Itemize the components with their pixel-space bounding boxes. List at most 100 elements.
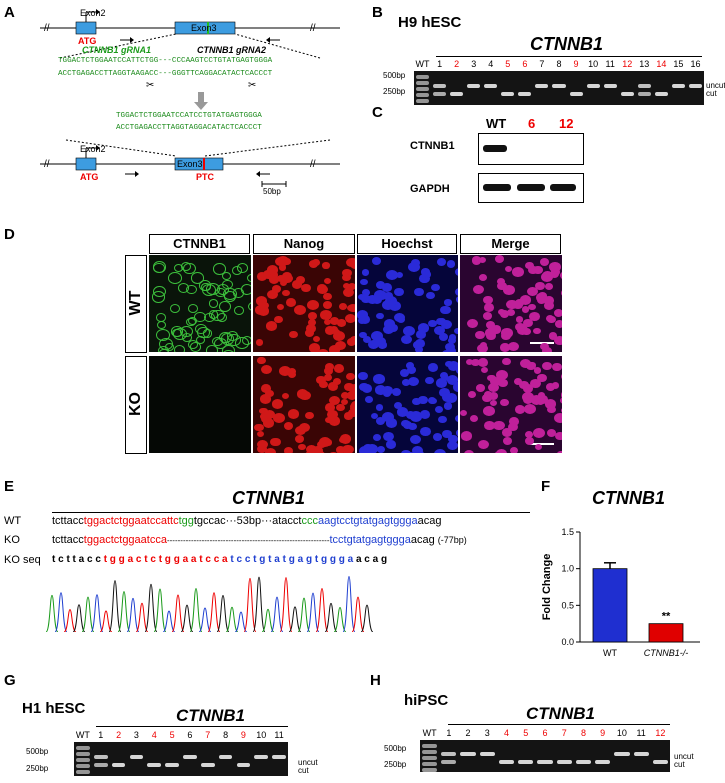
- panel_h-lane-WT: WT: [422, 728, 437, 738]
- cell-nucleus: [441, 350, 451, 352]
- panel_h-band: [422, 768, 438, 772]
- panel_b-band: [637, 92, 651, 97]
- svg-text://: //: [44, 159, 50, 170]
- chromatogram-peak: [261, 608, 275, 632]
- panel_g-band: [93, 754, 108, 759]
- panel_h-band: [575, 759, 592, 764]
- panel_g-band: [183, 754, 197, 759]
- panel-b-lane-labels: WT 1 2 3 4 5 6 7 8 9 10 11 12 13 14 15 16: [414, 59, 704, 71]
- panel_g-band: [254, 754, 269, 759]
- cell-nucleus: [208, 310, 219, 319]
- cell-nucleus: [534, 444, 542, 451]
- cell-nucleus: [406, 362, 414, 369]
- cell-nucleus: [512, 267, 524, 278]
- cell-nucleus: [469, 415, 478, 423]
- panel_b-lane-1: 1: [437, 59, 443, 69]
- chromatogram-peak: [171, 594, 185, 632]
- cell-nucleus: [283, 422, 294, 431]
- cell-nucleus: [308, 260, 318, 268]
- cell-nucleus: [274, 315, 284, 324]
- image-ko-ctnnb1: [149, 356, 251, 453]
- cell-nucleus: [546, 382, 556, 391]
- cell-nucleus: [344, 383, 354, 392]
- cell-nucleus: [443, 402, 453, 410]
- cell-nucleus: [265, 448, 277, 453]
- panel_h-band: [614, 752, 630, 757]
- col-header-merge: Merge: [460, 234, 561, 254]
- cell-nucleus: [488, 391, 499, 400]
- cell-nucleus: [296, 389, 308, 399]
- cell-nucleus: [412, 341, 422, 350]
- panel_h-band: [422, 756, 438, 760]
- ko-sequence: tcttacctggactctggaatcca-----------------…: [52, 534, 467, 546]
- panel_h-band: [518, 759, 534, 764]
- panel-g-uncut: uncut: [298, 758, 318, 767]
- scale-bar-label: 50bp: [263, 187, 281, 196]
- chromatogram-peak: [63, 609, 77, 632]
- cell-nucleus: [417, 395, 429, 405]
- cell-nucleus: [504, 265, 512, 272]
- panel-g-title: H1 hESC: [22, 700, 86, 717]
- cell-nucleus: [425, 292, 435, 300]
- cell-nucleus: [454, 415, 458, 423]
- cell-nucleus: [246, 273, 251, 282]
- chromatogram-peak: [54, 592, 68, 632]
- cell-nucleus: [449, 334, 457, 341]
- image-wt-merge: [460, 255, 562, 352]
- cell-nucleus: [260, 365, 272, 375]
- chromatogram-peak: [243, 577, 257, 632]
- panel-h-ladder-500: 500bp: [384, 744, 407, 753]
- cell-nucleus: [483, 295, 494, 305]
- wt-sequence: tcttacctggactctggaatccattctggtgccac···53…: [52, 515, 442, 527]
- cell-nucleus: [291, 280, 303, 290]
- chromatogram-peak: [225, 606, 239, 632]
- cell-nucleus: [327, 382, 338, 391]
- cell-nucleus: [540, 343, 549, 351]
- cell-nucleus: [441, 319, 453, 330]
- cell-nucleus: [307, 311, 318, 320]
- cell-nucleus: [329, 317, 340, 326]
- cell-nucleus: [190, 272, 205, 284]
- cell-nucleus: [359, 331, 367, 338]
- cell-nucleus: [342, 444, 354, 453]
- panel_b-lane-8: 8: [556, 59, 562, 69]
- panel_g-band: [76, 770, 90, 774]
- cell-nucleus: [495, 255, 505, 263]
- chromatogram-peak: [144, 583, 158, 632]
- cell-nucleus: [439, 387, 450, 397]
- cell-nucleus: [152, 262, 165, 273]
- cell-nucleus: [169, 303, 181, 313]
- cell-nucleus: [156, 320, 167, 330]
- cell-nucleus: [357, 310, 369, 320]
- cell-nucleus: [168, 272, 182, 285]
- panel_g-band: [236, 763, 251, 768]
- panel-label-a: A: [4, 4, 15, 21]
- cell-nucleus: [301, 283, 312, 293]
- panel_b-band: [671, 83, 685, 88]
- cell-nucleus: [427, 363, 438, 372]
- cell-nucleus: [508, 422, 519, 432]
- cell-nucleus: [347, 408, 355, 418]
- scale-bar-ko: [530, 443, 554, 445]
- cell-nucleus: [506, 299, 519, 310]
- cell-nucleus: [502, 358, 511, 366]
- cell-nucleus: [485, 328, 497, 338]
- cell-nucleus: [362, 444, 373, 453]
- ko-seq-label: KO: [4, 534, 20, 546]
- panel_g-band: [165, 763, 179, 768]
- cell-nucleus: [527, 286, 539, 297]
- cell-nucleus: [342, 287, 355, 298]
- panel_b-band: [501, 92, 515, 97]
- cell-nucleus: [254, 305, 267, 315]
- cell-nucleus: [341, 399, 349, 406]
- cell-nucleus: [471, 256, 482, 265]
- cell-nucleus: [361, 269, 370, 276]
- panel_b-band: [535, 83, 549, 88]
- panel-b-ladder-250: 250bp: [383, 87, 406, 96]
- svg-text://: //: [310, 159, 316, 170]
- chromatogram-peak: [252, 576, 266, 632]
- panel-g-gene: CTNNB1: [176, 706, 245, 725]
- panel_b-band: [603, 83, 617, 88]
- panel_g-lane-5: 5: [169, 730, 175, 740]
- cell-nucleus: [323, 277, 331, 284]
